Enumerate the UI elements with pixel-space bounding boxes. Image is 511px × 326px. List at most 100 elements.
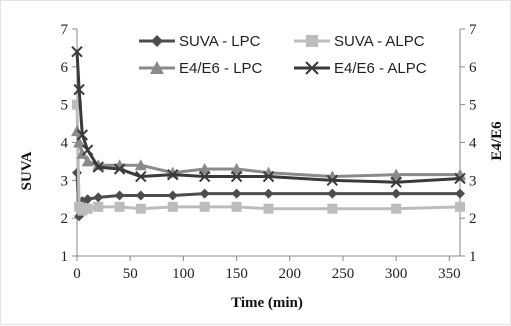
data-point-series-1 [114,190,125,201]
x-tick-label: 0 [73,266,81,282]
data-point-series-1 [167,190,178,201]
axes-layer: 0 50 100 150 200 250 300 350 1 2 3 4 5 6 7 1 2 3 4 5 6 7 [61,22,478,282]
y-tick-label-left: 5 [61,98,69,114]
x-tick-label: 350 [438,266,461,282]
y-axis-title-right: E4/E6 [489,121,505,161]
y-tick-label-left: 1 [61,249,69,265]
legend-marker-1 [151,35,163,47]
data-point-series-4-stroke [230,170,243,183]
data-point-series-3 [230,162,243,174]
data-point-series-2 [391,203,402,214]
y-tick-label-right: 6 [469,60,477,76]
data-point-series-4 [390,176,402,188]
legend-marker-4 [305,61,319,75]
data-point-series-4 [71,45,83,58]
data-point-series-3 [198,162,211,174]
data-point-series-4 [135,170,147,183]
data-point-series-4-stroke [92,161,104,173]
data-point-series-2 [77,205,88,216]
legend-label-1: SUVA - LPC [179,33,261,50]
data-point-series-3 [81,155,94,167]
data-point-series-4 [454,172,466,185]
y-tick-label-right: 3 [469,173,477,189]
data-point-series-3 [454,168,466,180]
data-point-series-4-stroke [71,45,83,58]
data-point-series-4 [167,168,179,181]
data-point-series-2 [327,203,338,214]
data-point-series-4 [198,170,211,183]
data-point-series-4 [113,163,126,175]
data-point-series-4-stroke [113,163,126,175]
y-tick-label-left: 4 [61,136,69,152]
legend-label-3: E4/E6 - LPC [179,60,263,77]
data-point-series-4 [76,129,89,141]
data-point-series-1 [199,188,210,199]
data-point-series-4-stroke [390,176,402,188]
data-point-series-3 [262,166,275,178]
data-point-series-4-stroke [262,170,275,183]
x-axis-title: Time (min) [231,295,303,311]
data-point-series-2 [455,201,465,212]
legend: SUVA - LPC SUVA - ALPC E4/E6 - LPC E4/E6 - … [139,33,427,77]
y-tick-label-right: 7 [469,22,477,38]
legend-marker-4-stroke [305,61,319,75]
y-tick-label-right: 1 [469,249,477,265]
x-tick-label: 250 [332,266,355,282]
x-tick-label: 50 [123,266,138,282]
x-tick-label: 100 [172,266,195,282]
y-tick-label-right: 4 [469,136,477,152]
data-point-series-2 [263,203,274,214]
legend-marker-2 [306,35,318,47]
data-point-series-1 [455,188,465,199]
data-point-series-4 [262,170,275,183]
data-point-series-1 [231,188,242,199]
data-point-series-4-stroke [326,174,339,187]
data-point-series-2 [135,203,146,214]
data-point-series-4 [230,170,243,183]
data-point-series-4 [326,174,339,187]
series-layer [71,45,466,222]
data-point-series-1 [93,192,104,203]
legend-marker-3 [150,61,164,74]
data-point-series-2 [231,201,242,212]
data-point-series-1 [263,188,274,199]
legend-label-2: SUVA - ALPC [334,33,425,50]
data-point-series-4 [73,83,85,96]
data-point-series-4-stroke [81,144,94,156]
y-tick-label-right: 5 [469,98,477,114]
data-point-series-2 [114,201,125,212]
data-point-series-3 [390,168,403,180]
x-tick-label: 150 [225,266,248,282]
y-axis-title-left: SUVA [19,151,35,190]
data-point-series-4 [92,161,104,173]
legend-label-4: E4/E6 - ALPC [334,60,427,77]
data-point-series-2 [82,203,93,214]
data-point-series-4 [81,144,94,156]
y-tick-label-left: 7 [61,22,69,38]
data-point-series-3 [76,147,89,159]
data-point-series-1 [327,188,338,199]
data-point-series-4-stroke [167,168,179,181]
data-point-series-3 [73,136,86,148]
x-tick-label: 300 [385,266,408,282]
data-point-series-1 [135,190,146,201]
data-point-series-1 [82,194,93,205]
data-point-series-2 [72,99,82,110]
series-line-4 [75,51,461,184]
data-point-series-1 [391,188,402,199]
data-point-series-4-stroke [73,83,85,96]
data-point-series-4-stroke [76,129,89,141]
y-tick-label-left: 2 [61,211,69,227]
data-point-series-4-stroke [198,170,211,183]
data-point-series-2 [93,201,104,212]
data-point-series-4-stroke [454,172,466,185]
y-tick-label-left: 3 [61,173,69,189]
data-point-series-3 [134,159,147,171]
data-point-series-2 [167,201,178,212]
y-tick-label-left: 6 [61,60,69,76]
y-tick-label-right: 2 [469,211,477,227]
data-point-series-4-stroke [135,170,147,183]
x-tick-label: 200 [279,266,302,282]
